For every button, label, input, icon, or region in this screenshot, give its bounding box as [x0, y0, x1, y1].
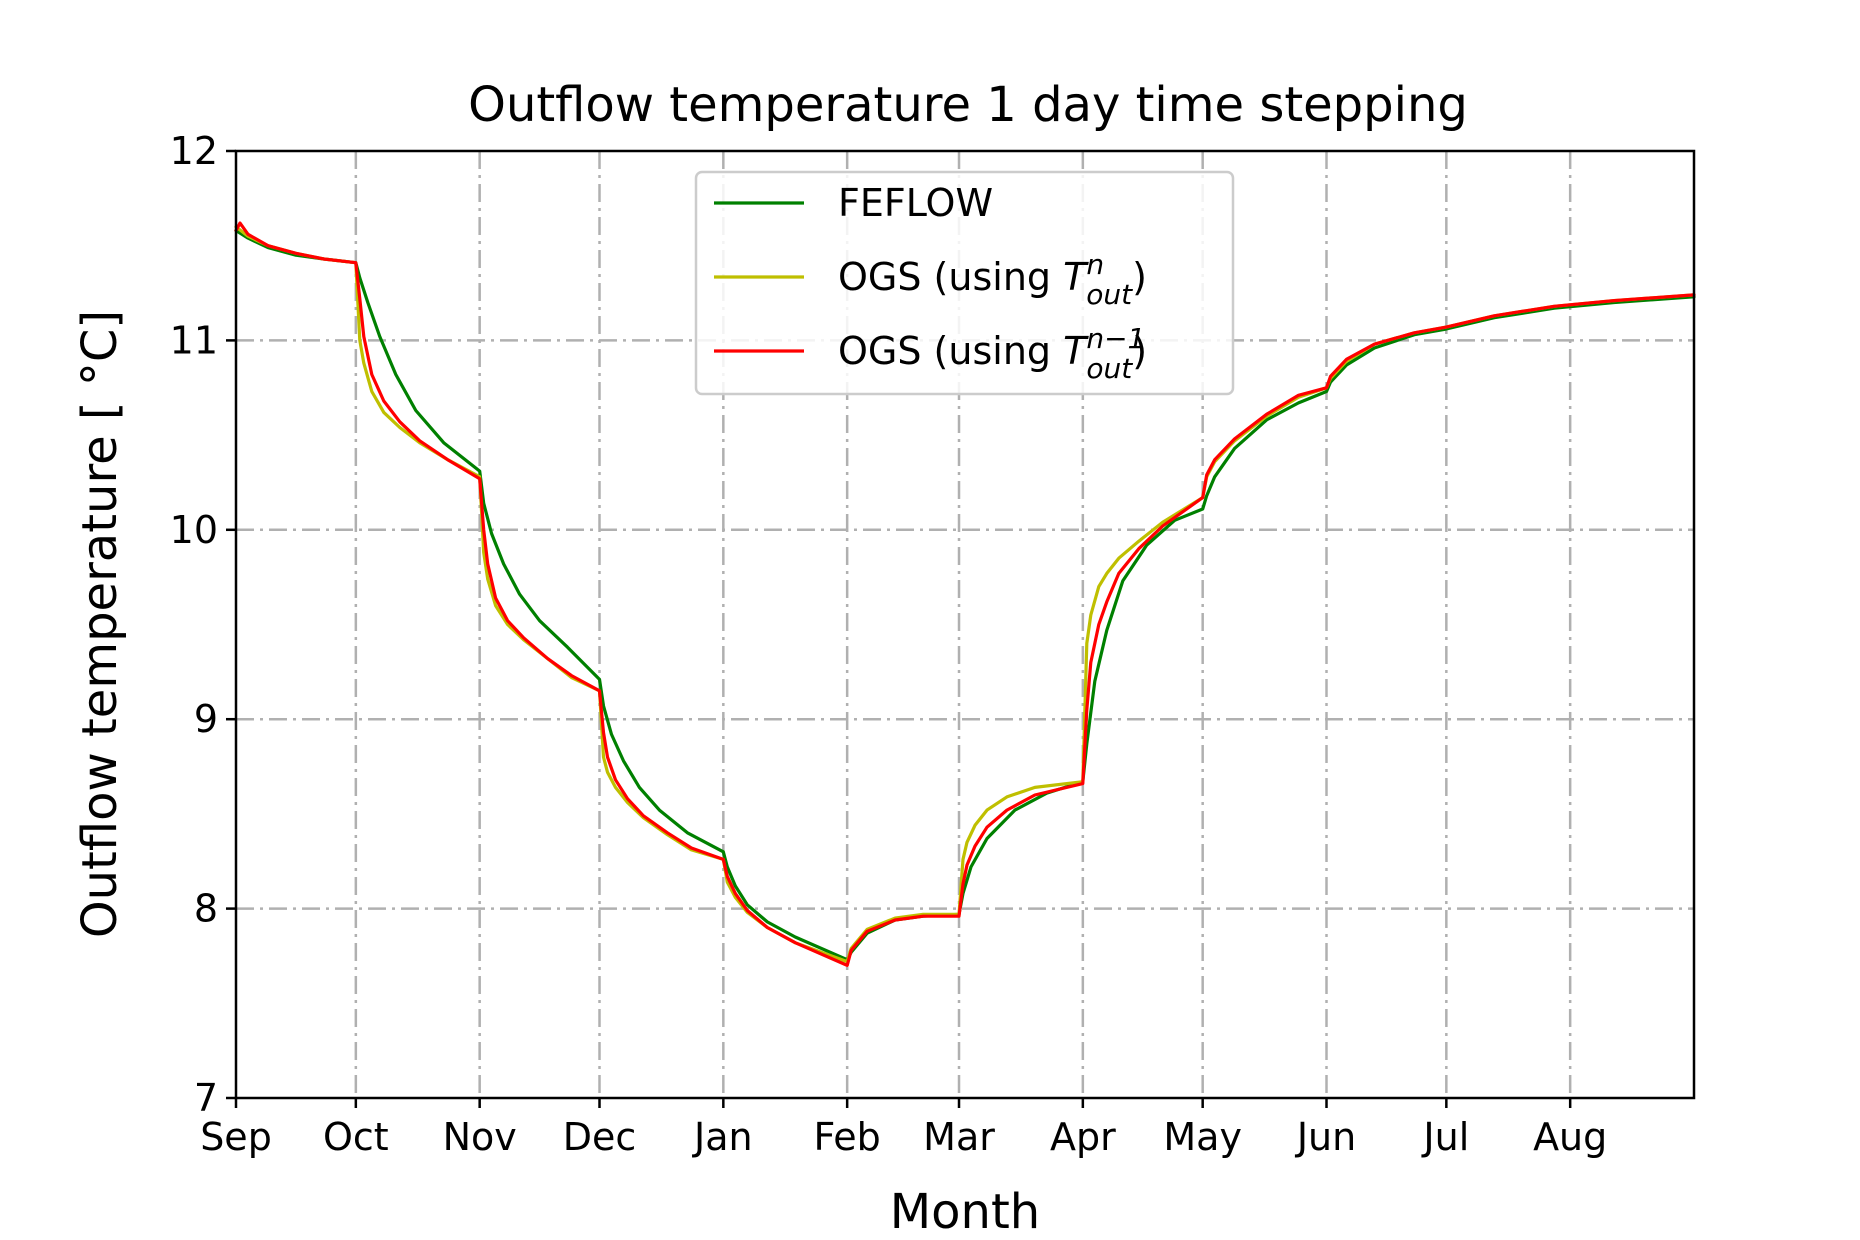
x-tick-label: Mar — [923, 1115, 995, 1159]
x-tick-label: Dec — [563, 1115, 637, 1159]
legend: FEFLOW OGS (using Tn out) OGS (using Tn−1 ou… — [694, 170, 1235, 396]
series-line-2 — [234, 221, 1696, 968]
x-tick-label: Aug — [1533, 1115, 1607, 1159]
x-tick-label: Nov — [443, 1115, 517, 1159]
x-tick-label: Oct — [323, 1115, 389, 1159]
y-axis-title: Outflow temperature [ °C] — [72, 310, 128, 938]
x-axis-title: Month — [890, 1184, 1040, 1240]
legend-frame — [694, 170, 1235, 396]
y-tick-label: 8 — [194, 887, 218, 931]
legend-label-2: OGS (using Tn−1 out) — [838, 322, 1147, 385]
x-tick-label: Sep — [200, 1115, 272, 1159]
x-tick-label: Jan — [692, 1115, 753, 1159]
y-tick-label: 9 — [194, 697, 218, 741]
x-tick-label: Jun — [1295, 1115, 1356, 1159]
legend-entries: FEFLOW OGS (using Tn out) OGS (using Tn−1 ou… — [714, 181, 1147, 385]
y-tick-label: 12 — [170, 129, 218, 173]
y-tick-label: 10 — [170, 508, 218, 552]
plot-frame — [234, 149, 1696, 1100]
axis-ticks: 7 8 9 10 11 12 Sep Oct Nov Dec Jan Feb Mar Apr May Jun J… — [170, 129, 1608, 1159]
x-tick-label: Jul — [1421, 1115, 1469, 1159]
y-tick-label: 7 — [194, 1076, 218, 1120]
legend-label-1: OGS (using Tn out) — [838, 248, 1147, 311]
chart-title: Outflow temperature 1 day time stepping — [468, 77, 1468, 133]
x-tick-label: May — [1163, 1115, 1242, 1159]
x-tick-label: Feb — [814, 1115, 881, 1159]
y-tick-label: 11 — [170, 318, 218, 362]
x-tick-label: Apr — [1050, 1115, 1116, 1159]
legend-label-0: FEFLOW — [838, 181, 993, 225]
plot-series — [234, 221, 1696, 968]
